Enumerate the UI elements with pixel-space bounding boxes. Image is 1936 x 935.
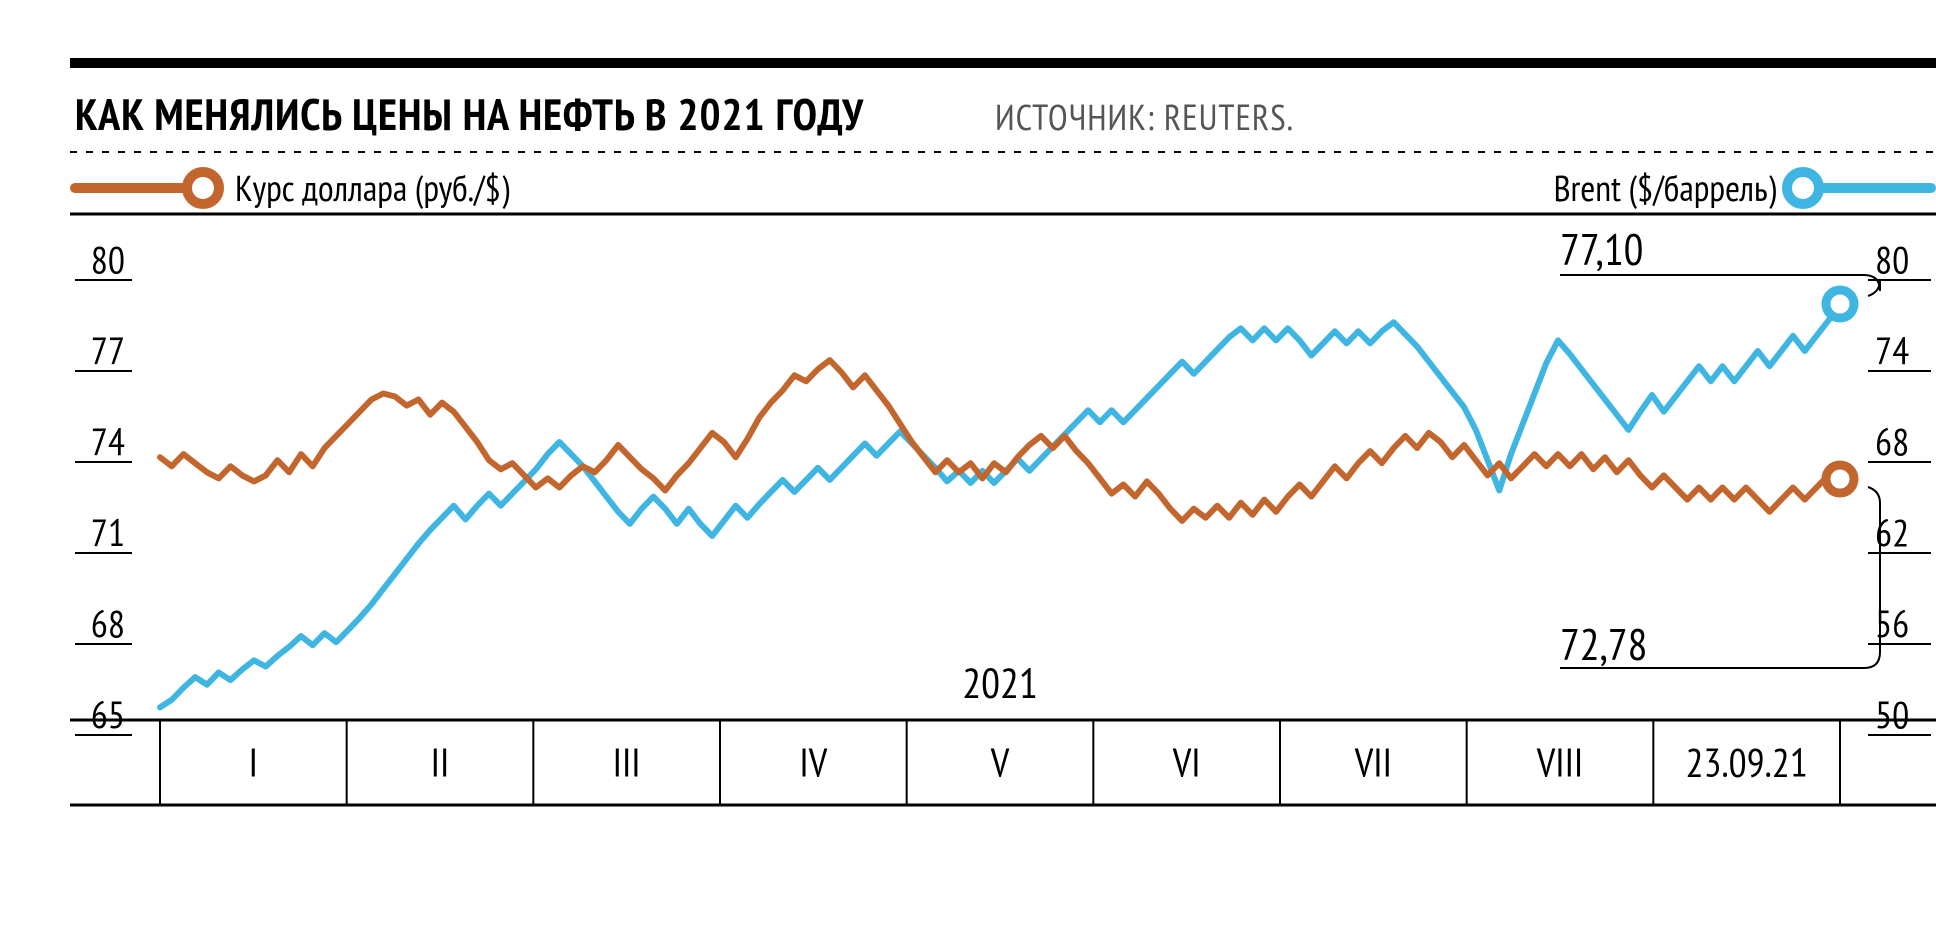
xaxis-label: I [249, 737, 258, 789]
y-right-tick-label: 80 [1875, 235, 1909, 284]
xaxis-label: VI [1172, 737, 1201, 789]
y-right-tick-label: 50 [1875, 690, 1909, 739]
xaxis-label: VIII [1536, 737, 1583, 789]
xaxis-label: IV [799, 737, 827, 789]
callout-brent-value: 77,10 [1560, 221, 1643, 278]
xaxis-label: 23.09.21 [1686, 737, 1808, 789]
y-left-tick-label: 77 [91, 326, 125, 375]
chart-title: КАК МЕНЯЛИСЬ ЦЕНЫ НА НЕФТЬ В 2021 ГОДУ [75, 86, 864, 143]
legend-usd-label: Курс доллара (руб./$) [235, 164, 510, 211]
chart-source: ИСТОЧНИК: REUTERS. [995, 93, 1294, 140]
legend-usd-marker [187, 172, 219, 204]
y-left-tick-label: 80 [91, 235, 125, 284]
legend-brent-label: Brent ($/баррель) [1554, 164, 1777, 211]
xaxis-label: II [431, 737, 450, 789]
series-brent-end-marker [1826, 290, 1854, 318]
series-usd-end-marker [1826, 465, 1854, 493]
xaxis-label: V [990, 737, 1010, 789]
y-left-tick-label: 68 [91, 599, 125, 648]
chart-svg: КАК МЕНЯЛИСЬ ЦЕНЫ НА НЕФТЬ В 2021 ГОДУ ИС… [35, 30, 1936, 935]
xaxis-label: III [613, 737, 641, 789]
year-label: 2021 [962, 655, 1038, 710]
xaxis-label: VII [1354, 737, 1392, 789]
legend-brent-marker [1787, 172, 1819, 204]
y-left-tick-label: 65 [91, 690, 125, 739]
top-rule [70, 58, 1936, 68]
y-left-tick-label: 71 [91, 508, 125, 557]
callout-usd-value: 72,78 [1560, 616, 1647, 673]
y-right-tick-label: 74 [1875, 326, 1909, 375]
y-right-tick-label: 68 [1875, 417, 1909, 466]
series-usd-line [160, 360, 1840, 521]
y-left-tick-label: 74 [91, 417, 125, 466]
oil-price-chart: КАК МЕНЯЛИСЬ ЦЕНЫ НА НЕФТЬ В 2021 ГОДУ ИС… [0, 0, 1936, 905]
